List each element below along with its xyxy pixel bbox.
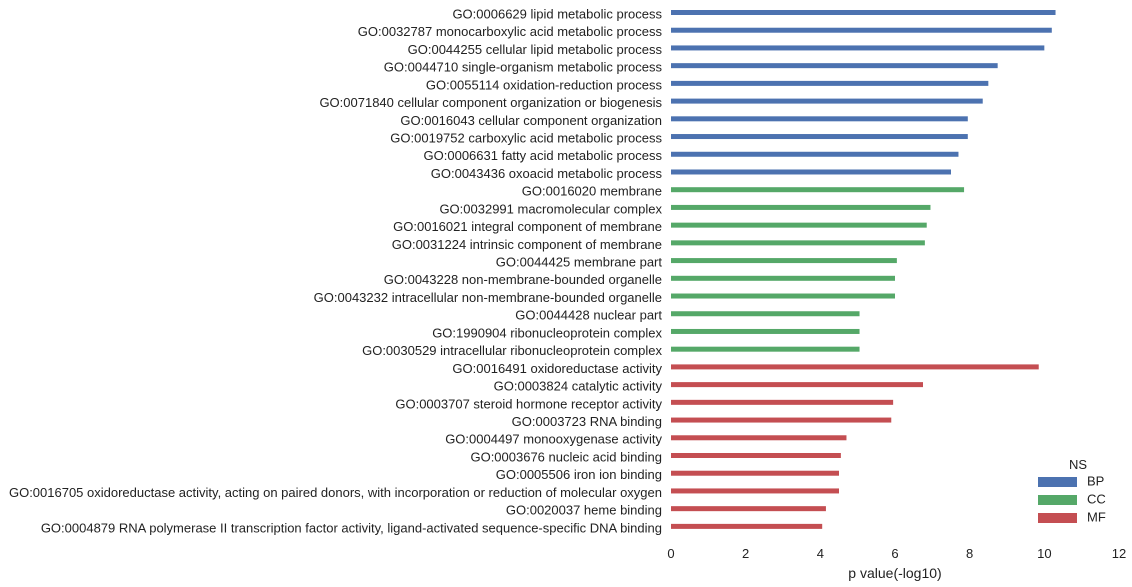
bar-mf	[671, 470, 839, 476]
bar-mf	[671, 506, 826, 512]
category-label: GO:0071840 cellular component organizati…	[319, 95, 662, 110]
category-labels-group: GO:0006629 lipid metabolic process GO:003…	[9, 6, 663, 535]
category-label: GO:0006629 lipid metabolic process	[452, 6, 662, 21]
bar-bp	[671, 116, 968, 122]
bar-bp	[671, 169, 951, 175]
bar-cc	[671, 328, 860, 334]
x-tick-label: 6	[891, 546, 898, 561]
bar-bp	[671, 63, 998, 69]
category-label: GO:0016043 cellular component organizati…	[400, 113, 662, 128]
bar-bp	[671, 80, 989, 86]
bar-bp	[671, 134, 968, 140]
category-label: GO:0005506 iron ion binding	[496, 467, 662, 482]
x-tick-label: 12	[1112, 546, 1126, 561]
category-label: GO:0032991 macromolecular complex	[439, 201, 662, 216]
bar-mf	[671, 399, 894, 405]
legend-swatch-cc	[1038, 495, 1077, 505]
x-tick-label: 2	[742, 546, 749, 561]
category-label: GO:0003707 steroid hormone receptor acti…	[395, 396, 662, 411]
bar-cc	[671, 346, 860, 352]
x-tick-label: 10	[1037, 546, 1051, 561]
category-label: GO:0044710 single-organism metabolic pro…	[384, 60, 663, 75]
x-tick-label: 0	[667, 546, 674, 561]
category-label: GO:0003676 nucleic acid binding	[470, 449, 662, 464]
category-label: GO:0016021 integral component of membran…	[393, 219, 662, 234]
bar-mf	[671, 364, 1039, 370]
legend-label-bp: BP	[1087, 473, 1104, 488]
category-label: GO:0044428 nuclear part	[515, 308, 662, 323]
bar-cc	[671, 293, 895, 299]
legend-label-mf: MF	[1087, 509, 1106, 524]
bar-mf	[671, 488, 839, 494]
bar-bp	[671, 45, 1045, 51]
category-label: GO:0031224 intrinsic component of membra…	[392, 237, 662, 252]
x-tick-label: 8	[966, 546, 973, 561]
category-label: GO:1990904 ribonucleoprotein complex	[432, 325, 662, 340]
legend-label-cc: CC	[1087, 491, 1106, 506]
category-label: GO:0004497 monooxygenase activity	[445, 432, 662, 447]
category-label: GO:0044255 cellular lipid metabolic proc…	[408, 42, 663, 57]
category-label: GO:0030529 intracellular ribonucleoprote…	[362, 343, 662, 358]
category-label: GO:0043228 non-membrane-bounded organell…	[384, 272, 662, 287]
category-label: GO:0003723 RNA binding	[512, 414, 662, 429]
bar-cc	[671, 240, 925, 246]
x-tick-label: 4	[817, 546, 824, 561]
category-label: GO:0016705 oxidoreductase activity, acti…	[9, 485, 662, 500]
category-label: GO:0016020 membrane	[522, 184, 662, 199]
category-label: GO:0004879 RNA polymerase II transcripti…	[41, 520, 662, 535]
category-label: GO:0043232 intracellular non-membrane-bo…	[314, 290, 662, 305]
bar-mf	[671, 435, 847, 441]
category-label: GO:0006631 fatty acid metabolic process	[424, 148, 663, 163]
bar-bp	[671, 151, 959, 157]
category-label: GO:0055114 oxidation-reduction process	[426, 77, 663, 92]
category-label: GO:0003824 catalytic activity	[494, 379, 663, 394]
bar-cc	[671, 275, 895, 281]
bar-bp	[671, 27, 1052, 33]
legend-swatch-bp	[1038, 477, 1077, 487]
bar-mf	[671, 453, 841, 458]
bar-bp	[671, 10, 1056, 15]
x-axis-title: p value(-log10)	[848, 565, 941, 581]
category-label: GO:0043436 oxoacid metabolic process	[431, 166, 663, 181]
category-label: GO:0032787 monocarboxylic acid metabolic…	[358, 24, 663, 39]
category-label: GO:0020037 heme binding	[506, 503, 662, 518]
bar-cc	[671, 311, 860, 317]
legend-swatch-mf	[1038, 513, 1077, 523]
bar-mf	[671, 417, 892, 423]
legend: NS BP CC MF	[1038, 457, 1106, 524]
bars-group	[671, 10, 1056, 529]
category-label: GO:0016491 oxidoreductase activity	[452, 361, 662, 376]
bar-cc	[671, 258, 897, 264]
bar-cc	[671, 187, 965, 193]
legend-entries: BP CC MF	[1038, 473, 1106, 524]
bar-cc	[671, 222, 927, 228]
category-label: GO:0044425 membrane part	[496, 255, 663, 270]
bar-bp	[671, 98, 983, 104]
bar-cc	[671, 204, 931, 210]
bar-mf	[671, 382, 923, 388]
bar-mf	[671, 523, 823, 529]
category-label: GO:0019752 carboxylic acid metabolic pro…	[390, 130, 662, 145]
x-axis-ticks: 0 2 4 6 8 10 12	[667, 546, 1126, 561]
legend-title: NS	[1069, 457, 1087, 472]
